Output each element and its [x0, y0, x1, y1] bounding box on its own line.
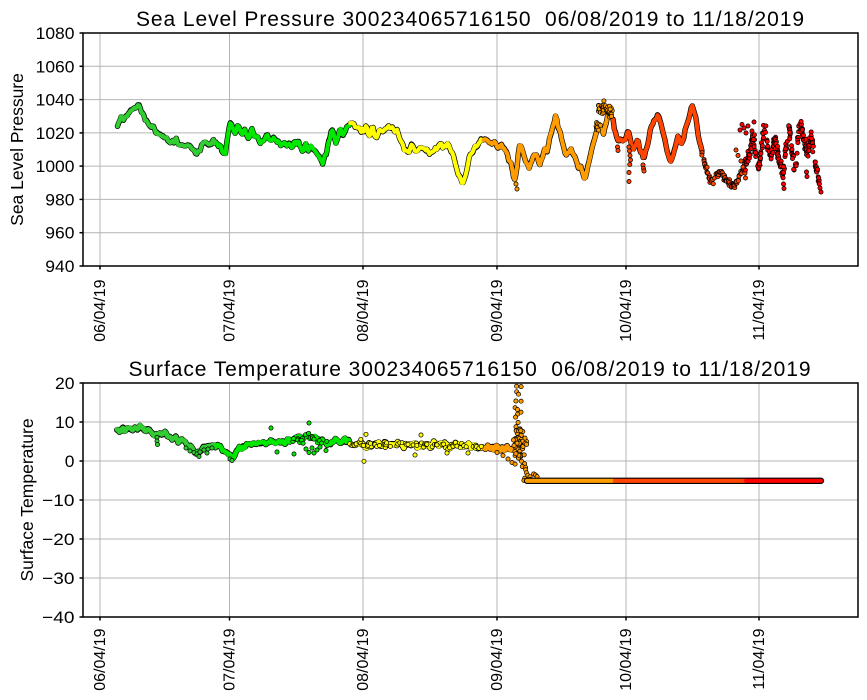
svg-text:960: 960: [45, 224, 74, 243]
svg-text:06/04/19: 06/04/19: [92, 279, 109, 341]
svg-text:1080: 1080: [36, 24, 75, 43]
svg-text:07/04/19: 07/04/19: [222, 628, 239, 690]
svg-text:Sea Level Pressure: Sea Level Pressure: [7, 73, 27, 226]
svg-text:10/04/19: 10/04/19: [618, 279, 635, 341]
svg-text:−30: −30: [42, 569, 74, 588]
svg-text:08/04/19: 08/04/19: [355, 628, 372, 690]
svg-text:1020: 1020: [36, 124, 75, 143]
svg-text:Sea Level Pressure 30023406571: Sea Level Pressure 300234065716150 06/08…: [136, 8, 804, 31]
svg-text:11/04/19: 11/04/19: [751, 279, 768, 340]
svg-text:11/04/19: 11/04/19: [751, 628, 768, 689]
svg-text:09/04/19: 09/04/19: [489, 628, 506, 690]
svg-text:−40: −40: [42, 608, 74, 627]
svg-text:940: 940: [45, 257, 74, 276]
svg-text:Surface Temperature: Surface Temperature: [17, 418, 37, 581]
svg-text:1060: 1060: [36, 57, 75, 76]
svg-text:980: 980: [45, 190, 74, 209]
svg-text:1040: 1040: [36, 91, 75, 110]
svg-text:10: 10: [55, 413, 75, 432]
svg-text:10/04/19: 10/04/19: [618, 628, 635, 690]
svg-text:07/04/19: 07/04/19: [222, 279, 239, 341]
svg-text:08/04/19: 08/04/19: [355, 279, 372, 341]
svg-text:Surface Temperature 3002340657: Surface Temperature 300234065716150 06/0…: [129, 358, 811, 381]
svg-text:−10: −10: [42, 491, 74, 510]
svg-text:20: 20: [55, 374, 75, 393]
svg-text:06/04/19: 06/04/19: [92, 628, 109, 690]
svg-text:−20: −20: [42, 530, 74, 549]
svg-text:0: 0: [65, 452, 75, 471]
svg-text:1000: 1000: [36, 157, 75, 176]
svg-text:09/04/19: 09/04/19: [489, 279, 506, 341]
